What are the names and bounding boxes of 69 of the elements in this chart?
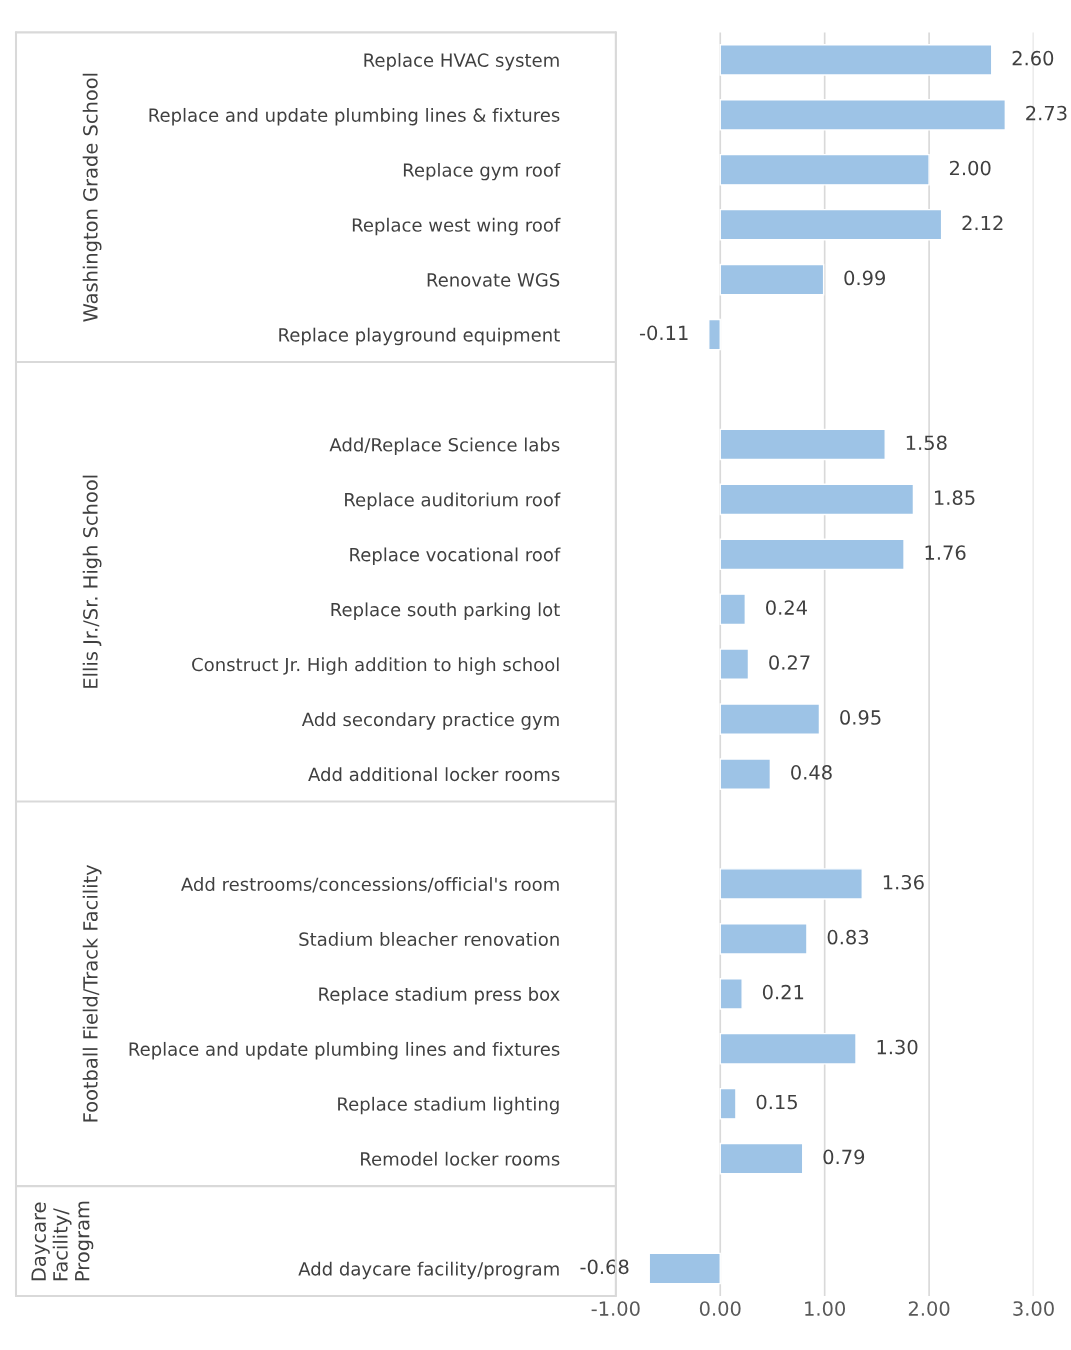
data-label: 2.12 (962, 215, 1003, 231)
x-tick-label: 1.00 (805, 1301, 846, 1316)
bar (719, 868, 863, 900)
y-tick-label: Replace vocational roof (350, 547, 561, 565)
data-label: 1.36 (883, 874, 924, 890)
bar (648, 1252, 721, 1285)
data-label: 0.79 (823, 1149, 865, 1165)
bar (719, 593, 747, 626)
data-label: 1.76 (925, 545, 966, 560)
x-tick-label: -1.00 (591, 1301, 640, 1316)
y-tick-label: Add additional locker rooms (308, 767, 560, 782)
y-tick-label: Replace south parking lot (331, 602, 560, 620)
y-tick-label: Replace playground equipment (279, 327, 560, 346)
data-label: 0.27 (769, 655, 810, 670)
y-tick-label: Replace auditorium roof (345, 492, 561, 510)
data-label: 0.99 (844, 270, 885, 286)
bar (719, 208, 943, 241)
text: Ellis Jr./Sr. High School (82, 475, 102, 688)
bar (719, 263, 825, 296)
x-tick-label: 2.00 (908, 1301, 950, 1316)
bar (719, 538, 905, 571)
data-label: 1.30 (877, 1039, 918, 1055)
bar (719, 648, 750, 681)
y-tick-label: Construct Jr. High addition to high school (192, 657, 559, 675)
y-tick-label: Replace gym roof (403, 162, 561, 181)
bar (719, 44, 993, 76)
bar (719, 923, 808, 955)
bar (708, 318, 721, 351)
y-tick-label: Add secondary practice gym (301, 712, 559, 730)
text: Daycare Facility/ Program (31, 1201, 94, 1281)
data-label: 0.83 (827, 929, 869, 945)
bar (719, 1032, 857, 1065)
text: Football Field/Track Facility (82, 864, 102, 1122)
data-label: 0.21 (762, 984, 804, 1000)
x-tick-label: 0.00 (699, 1301, 741, 1316)
y-tick-label: Add restrooms/concessions/official's room (181, 877, 559, 893)
data-label: 1.58 (906, 435, 947, 451)
y-tick-label: Remodel locker rooms (361, 1151, 560, 1166)
data-label: 1.85 (935, 490, 975, 506)
y-tick-label: Replace HVAC system (364, 53, 559, 71)
data-label: 2.00 (949, 160, 991, 176)
data-label: 2.73 (1026, 105, 1067, 121)
y-tick-label: Add daycare facility/program (298, 1261, 559, 1280)
data-label: 2.60 (1012, 50, 1054, 66)
bar (719, 428, 886, 461)
text: Washington Grade School (82, 73, 102, 322)
bar (719, 758, 772, 790)
data-label: -0.11 (639, 325, 688, 341)
data-label: -0.68 (580, 1259, 629, 1275)
y-tick-label: Add/Replace Science labs (329, 437, 560, 456)
bar (719, 1142, 804, 1175)
y-tick-label: Replace and update plumbing lines and fixtures (129, 1041, 560, 1060)
y-tick-label: Replace stadium press box (319, 986, 560, 1005)
x-tick-label: 3.00 (1013, 1301, 1054, 1316)
y-tick-label: Replace west wing roof (352, 217, 561, 236)
data-label: 0.95 (840, 710, 881, 725)
bar (719, 703, 821, 735)
y-tick-label: Renovate WGS (427, 273, 560, 287)
data-label: 0.15 (756, 1094, 797, 1110)
y-tick-label: Stadium bleacher renovation (299, 932, 559, 947)
bar (719, 1087, 737, 1120)
bar (719, 99, 1007, 131)
y-tick-label: Replace and update plumbing lines & fixtures (149, 107, 560, 126)
data-label: 0.24 (766, 600, 807, 615)
data-label: 0.48 (791, 765, 832, 780)
bar (719, 483, 915, 516)
y-tick-label: Replace stadium lighting (338, 1096, 559, 1115)
bar (719, 153, 930, 186)
bar (719, 978, 743, 1010)
